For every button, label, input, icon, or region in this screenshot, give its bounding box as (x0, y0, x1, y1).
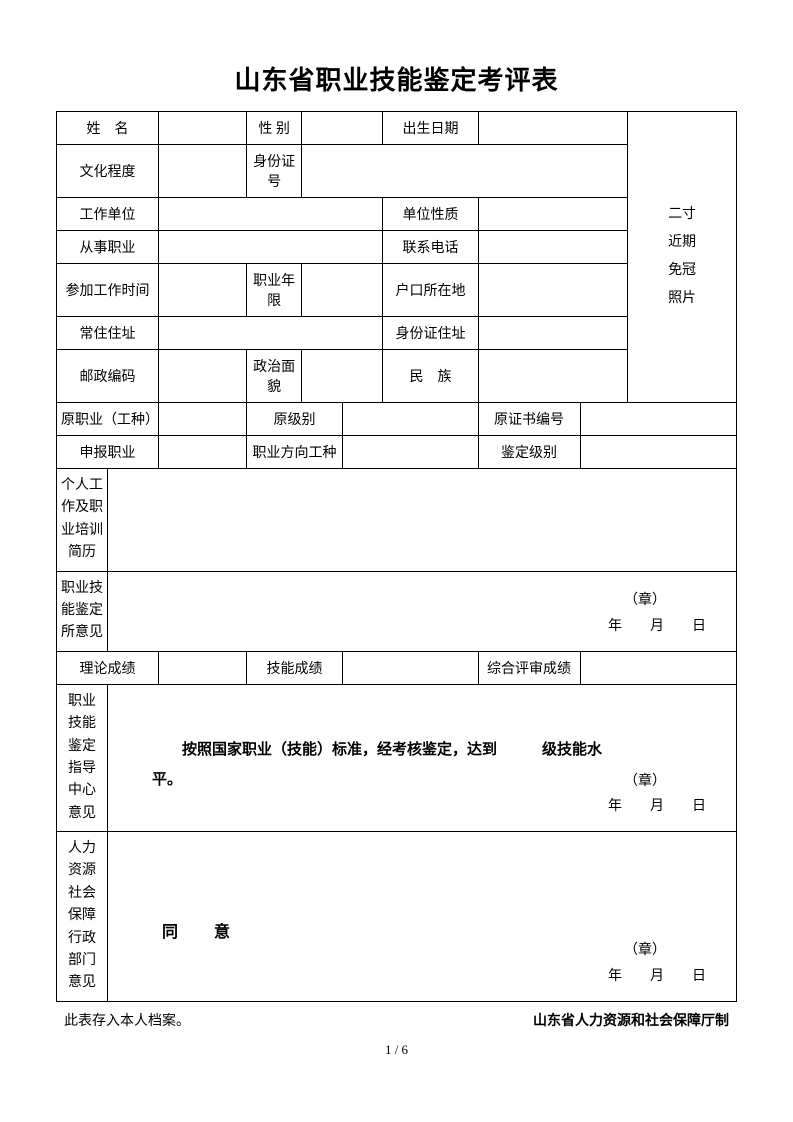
label-orig-occupation: 原职业（工种） (57, 403, 159, 436)
field-idnum (301, 145, 627, 198)
label-work-years: 职业年限 (247, 264, 301, 317)
label-review-score: 综合评审成绩 (478, 651, 580, 684)
label-gender: 性 别 (247, 112, 301, 145)
seal-text: （章） (624, 943, 666, 958)
label-orig-level: 原级别 (247, 403, 342, 436)
label-id-address: 身份证住址 (383, 317, 478, 350)
label-political: 政治面貌 (247, 350, 301, 403)
field-theory-score (159, 651, 247, 684)
label-join-time: 参加工作时间 (57, 264, 159, 317)
date-line: 年 月 日 (608, 969, 706, 984)
label-education: 文化程度 (57, 145, 159, 198)
field-ethnicity (478, 350, 628, 403)
label-skill-score: 技能成绩 (247, 651, 342, 684)
admin-seal-date: （章） 年 月 日 (608, 938, 706, 988)
field-phone (478, 231, 628, 264)
field-gender (301, 112, 383, 145)
field-direction (342, 436, 478, 469)
field-workunit (159, 198, 383, 231)
page-number: 1 / 6 (56, 1042, 737, 1058)
field-postal (159, 350, 247, 403)
label-apply-occupation: 申报职业 (57, 436, 159, 469)
field-work-years (301, 264, 383, 317)
seal-text: （章） (624, 593, 666, 608)
field-hukou (478, 264, 628, 317)
label-phone: 联系电话 (383, 231, 478, 264)
label-resume: 个人工作及职业培训简历 (57, 469, 108, 572)
field-apply-occupation (159, 436, 247, 469)
field-id-address (478, 317, 628, 350)
field-unit-nature (478, 198, 628, 231)
field-skill-score (342, 651, 478, 684)
label-ethnicity: 民 族 (383, 350, 478, 403)
label-admin-opinion: 人力资源社会保障行政部门意见 (57, 832, 108, 1002)
field-political (301, 350, 383, 403)
date-line: 年 月 日 (608, 799, 706, 814)
institute-seal-date: （章） 年 月 日 (608, 588, 706, 638)
field-education (159, 145, 247, 198)
field-resume (108, 469, 737, 572)
field-address (159, 317, 383, 350)
label-direction: 职业方向工种 (247, 436, 342, 469)
field-center-opinion: 按照国家职业（技能）标准，经考核鉴定，达到 级技能水 平。 （章） 年 月 日 (108, 684, 737, 831)
field-join-time (159, 264, 247, 317)
footer-right: 山东省人力资源和社会保障厅制 (533, 1010, 729, 1030)
field-admin-opinion: 同 意 （章） 年 月 日 (108, 832, 737, 1002)
field-orig-cert (580, 403, 736, 436)
label-postal: 邮政编码 (57, 350, 159, 403)
label-hukou: 户口所在地 (383, 264, 478, 317)
agree-text: 同 意 (112, 890, 732, 942)
field-appraise-level (580, 436, 736, 469)
label-center-opinion: 职业技能鉴定指导中心意见 (57, 684, 108, 831)
label-orig-cert: 原证书编号 (478, 403, 580, 436)
label-address: 常住住址 (57, 317, 159, 350)
date-line: 年 月 日 (608, 619, 706, 634)
footer-left: 此表存入本人档案。 (64, 1010, 190, 1030)
field-name (159, 112, 247, 145)
label-theory-score: 理论成绩 (57, 651, 159, 684)
evaluation-form-table: 姓 名 性 别 出生日期 二寸近期免冠照片 文化程度 身份证号 工作单位 单位性… (56, 111, 737, 1002)
label-unit-nature: 单位性质 (383, 198, 478, 231)
field-institute-opinion: （章） 年 月 日 (108, 571, 737, 651)
field-orig-level (342, 403, 478, 436)
field-orig-occupation (159, 403, 247, 436)
label-workunit: 工作单位 (57, 198, 159, 231)
photo-placeholder: 二寸近期免冠照片 (628, 112, 737, 403)
seal-text: （章） (624, 774, 666, 789)
field-review-score (580, 651, 736, 684)
label-name: 姓 名 (57, 112, 159, 145)
label-occupation: 从事职业 (57, 231, 159, 264)
field-occupation (159, 231, 383, 264)
center-seal-date: （章） 年 月 日 (608, 769, 706, 819)
label-birthdate: 出生日期 (383, 112, 478, 145)
page-title: 山东省职业技能鉴定考评表 (56, 60, 737, 97)
footer-row: 此表存入本人档案。 山东省人力资源和社会保障厅制 (56, 1010, 737, 1030)
label-institute-opinion: 职业技能鉴定所意见 (57, 571, 108, 651)
label-appraise-level: 鉴定级别 (478, 436, 580, 469)
field-birthdate (478, 112, 628, 145)
label-idnum: 身份证号 (247, 145, 301, 198)
